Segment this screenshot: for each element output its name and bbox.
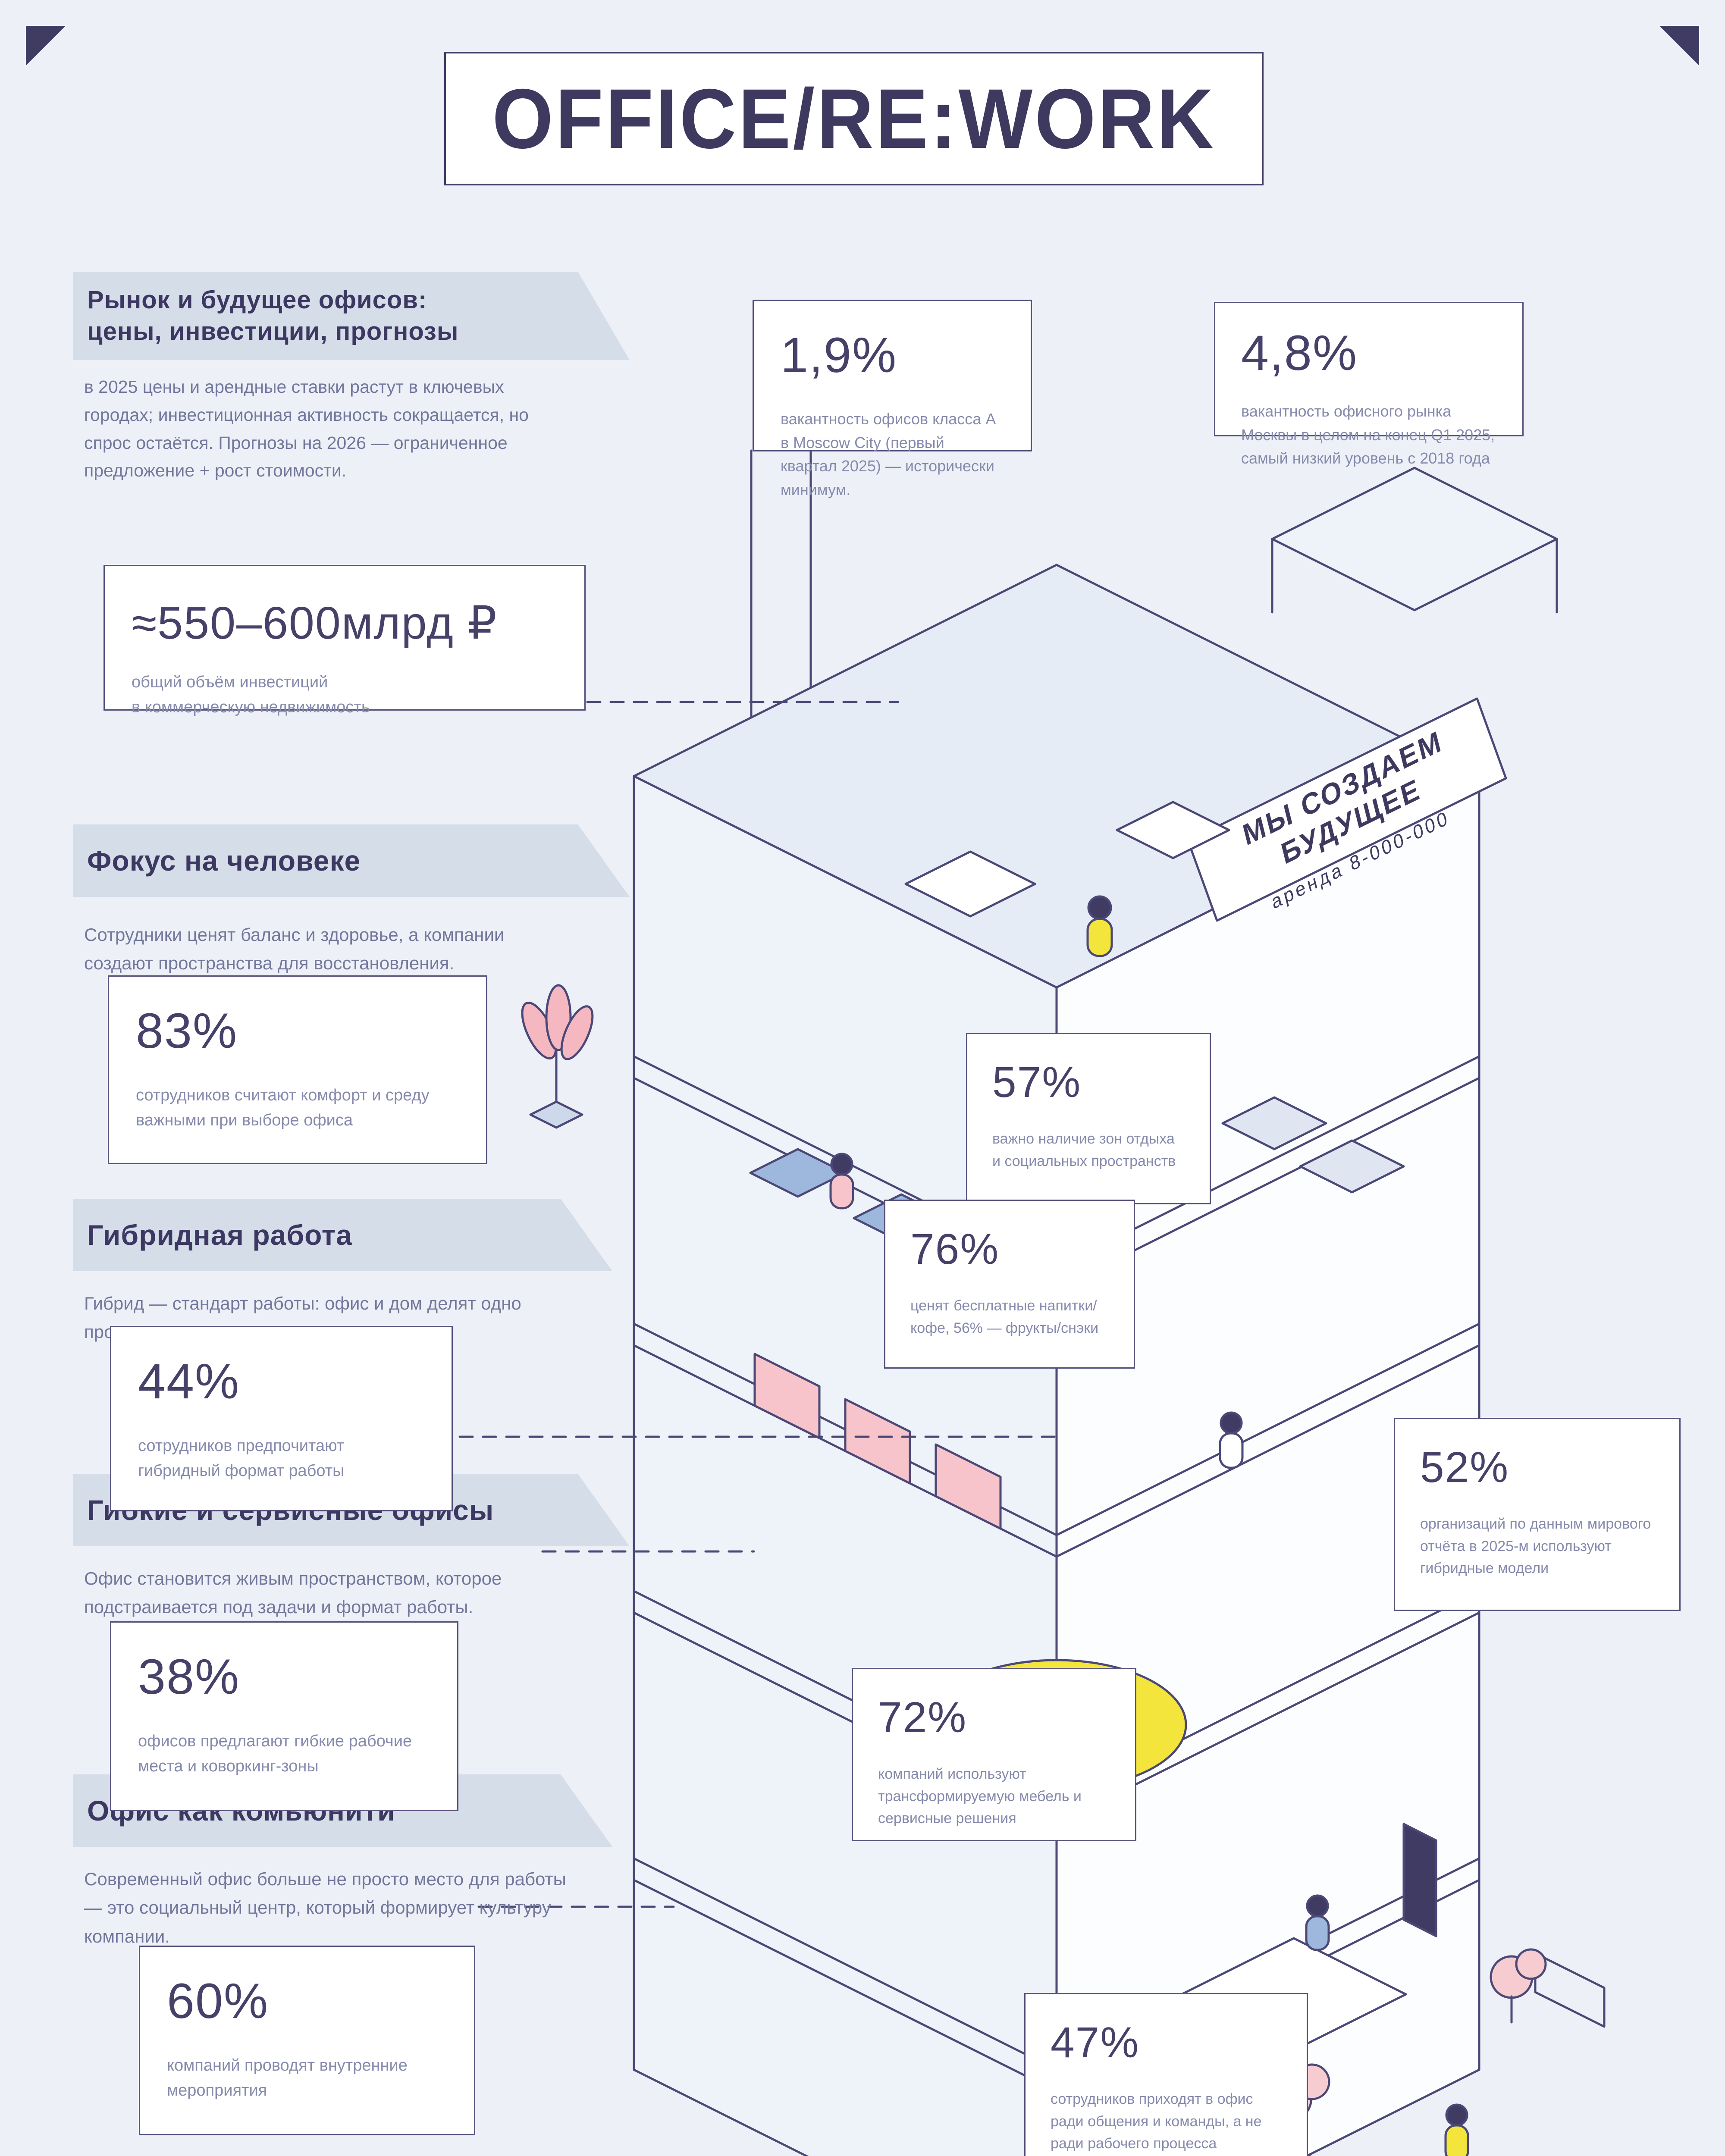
page-title-box: OFFICE/RE:WORK [444, 52, 1264, 185]
stat-card-vacancy-class-a: 1,9% вакантность офисов класса А в Mosco… [753, 300, 1032, 498]
stat-value: 47% [1051, 2018, 1140, 2067]
stat-card-rest-zones: 57% важно наличие зон отдыха и социальны… [966, 1033, 1211, 1204]
stat-card-socializing: 47% сотрудников приходят в офис ради общ… [1024, 1993, 1308, 2156]
stat-label: вакантность офисного рынка Москвы в цело… [1241, 402, 1495, 467]
stat-value: 38% [138, 1649, 240, 1705]
stat-value: 60% [167, 1974, 269, 2029]
section-body-community: Современный офис больше не просто место … [84, 1869, 566, 1946]
section-band-market: Рынок и будущее офисов: цены, инвестиции… [73, 272, 630, 360]
stat-card-free-drinks: 76% ценят бесплатные напитки/кофе, 56% —… [884, 1200, 1135, 1369]
stat-card-events: 60% компаний проводят внутренние меропри… [139, 1946, 475, 2135]
stat-card-furniture: 72% компаний используют трансформируемую… [852, 1668, 1136, 1841]
connector-dashes [458, 701, 1056, 1908]
stat-value: ≈550–600млрд ₽ [132, 598, 498, 649]
stat-value: 72% [878, 1693, 967, 1742]
section-title: Рынок и будущее офисов: [87, 286, 427, 314]
stat-value: 4,8% [1241, 326, 1358, 381]
stat-label: вакантность офисов класса А в Moscow Cit… [781, 410, 996, 499]
banner-board [1187, 697, 1507, 922]
stat-label: важно наличие зон отдыха и социальных пр… [992, 1131, 1176, 1169]
stat-label: офисов предлагают гибкие рабочие места и… [138, 1732, 412, 1775]
stat-value: 44% [138, 1354, 240, 1409]
stat-card-hybrid-preference: 44% сотрудников предпочитают гибридный ф… [110, 1326, 453, 1511]
stat-label: организаций по данным мирового отчёта в … [1420, 1516, 1651, 1577]
stat-label: общий объём инвестиций [132, 673, 328, 691]
stat-label: ценят бесплатные напитки/кофе, 56% — фру… [910, 1297, 1099, 1336]
stat-value: 1,9% [781, 328, 897, 383]
section-title: Гибридная работа [87, 1219, 352, 1251]
stat-label: компаний проводят внутренние мероприятия [167, 2056, 408, 2100]
section-title: цены, инвестиции, прогнозы [87, 317, 459, 345]
section-body-market: в 2025 цены и арендные ставки растут в к… [84, 377, 529, 481]
stat-card-hybrid-orgs: 52% организаций по данным мирового отчёт… [1394, 1418, 1681, 1611]
stat-value: 52% [1420, 1443, 1509, 1492]
stat-card-investment: ≈550–600млрд ₽ общий объём инвестиций в … [104, 565, 586, 716]
section-body-flex: Офис становится живым пространством, кот… [84, 1568, 502, 1617]
stat-label: сотрудников предпочитают гибридный форма… [138, 1437, 345, 1480]
section-body-human-focus: Сотрудники ценят баланс и здоровье, а ко… [84, 924, 505, 974]
section-title: Фокус на человеке [87, 844, 361, 877]
stat-value: 57% [992, 1058, 1082, 1106]
stat-card-comfort: 83% сотрудников считают комфорт и среду … [108, 975, 487, 1164]
stat-card-flex-offices: 38% офисов предлагают гибкие рабочие мес… [110, 1621, 458, 1811]
stat-value: 76% [910, 1225, 1000, 1273]
stat-label: сотрудников считают комфорт и среду важн… [136, 1086, 430, 1129]
page-title: OFFICE/RE:WORK [492, 71, 1216, 166]
stat-label: сотрудников приходят в офис ради общения… [1051, 2091, 1262, 2152]
stat-label: в коммерческую недвижимость [132, 698, 370, 716]
stat-value: 83% [136, 1003, 238, 1059]
stat-card-vacancy-moscow: 4,8% вакантность офисного рынка Москвы в… [1214, 302, 1524, 467]
stat-label: компаний используют трансформируемую меб… [878, 1766, 1082, 1827]
section-band-human-focus: Фокус на человеке [73, 824, 630, 897]
section-band-hybrid: Гибридная работа [73, 1199, 612, 1271]
